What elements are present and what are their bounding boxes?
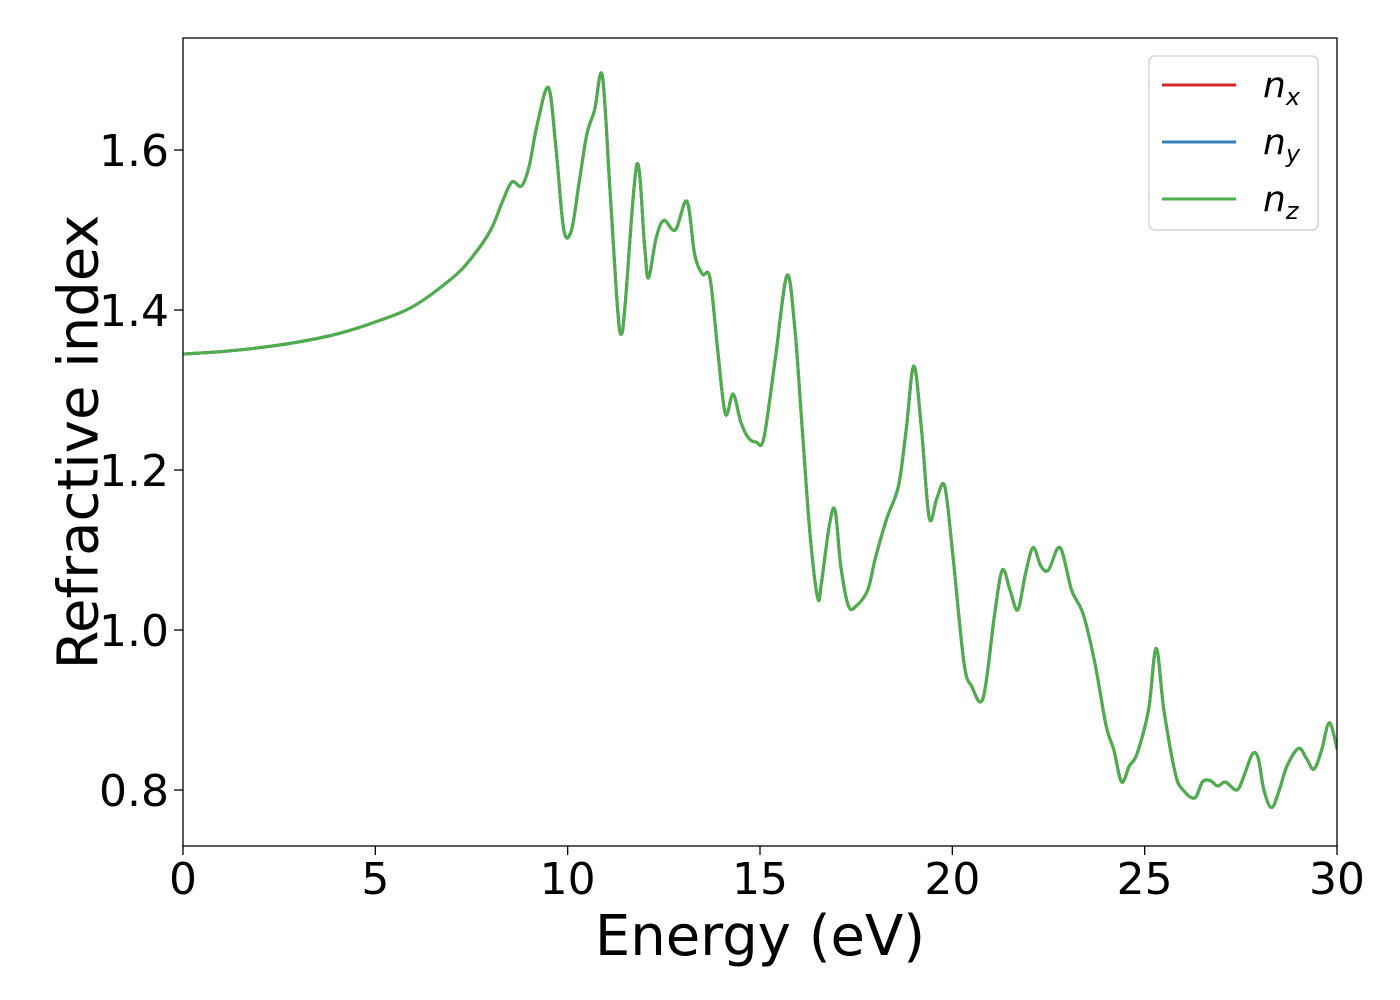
series-layer	[183, 71, 1337, 810]
x-tick-label: 30	[1309, 854, 1365, 905]
y-axis: 0.8 1.0 1.2 1.4 1.6	[99, 126, 183, 817]
x-tick-label: 0	[169, 854, 197, 905]
x-axis-title: Energy (eV)	[595, 904, 925, 969]
y-tick-label: 1.4	[99, 286, 169, 337]
x-tick-label: 5	[361, 854, 389, 905]
legend-label-x: nx	[1263, 65, 1301, 111]
series-line-z	[183, 71, 1337, 810]
y-tick-label: 1.6	[99, 126, 169, 177]
y-tick-label: 1.2	[99, 446, 169, 497]
legend: nx ny nz	[1148, 55, 1319, 231]
y-tick-label: 0.8	[99, 766, 169, 817]
x-axis: 0 5 10 15 20 25 30	[169, 846, 1365, 905]
x-tick-label: 25	[1117, 854, 1173, 905]
x-tick-label: 15	[732, 854, 788, 905]
legend-label-y: ny	[1263, 122, 1301, 168]
legend-label-z: nz	[1263, 179, 1300, 225]
y-tick-label: 1.0	[99, 606, 169, 657]
y-axis-title: Refractive index	[47, 215, 112, 670]
x-tick-label: 20	[924, 854, 980, 905]
x-tick-label: 10	[540, 854, 596, 905]
